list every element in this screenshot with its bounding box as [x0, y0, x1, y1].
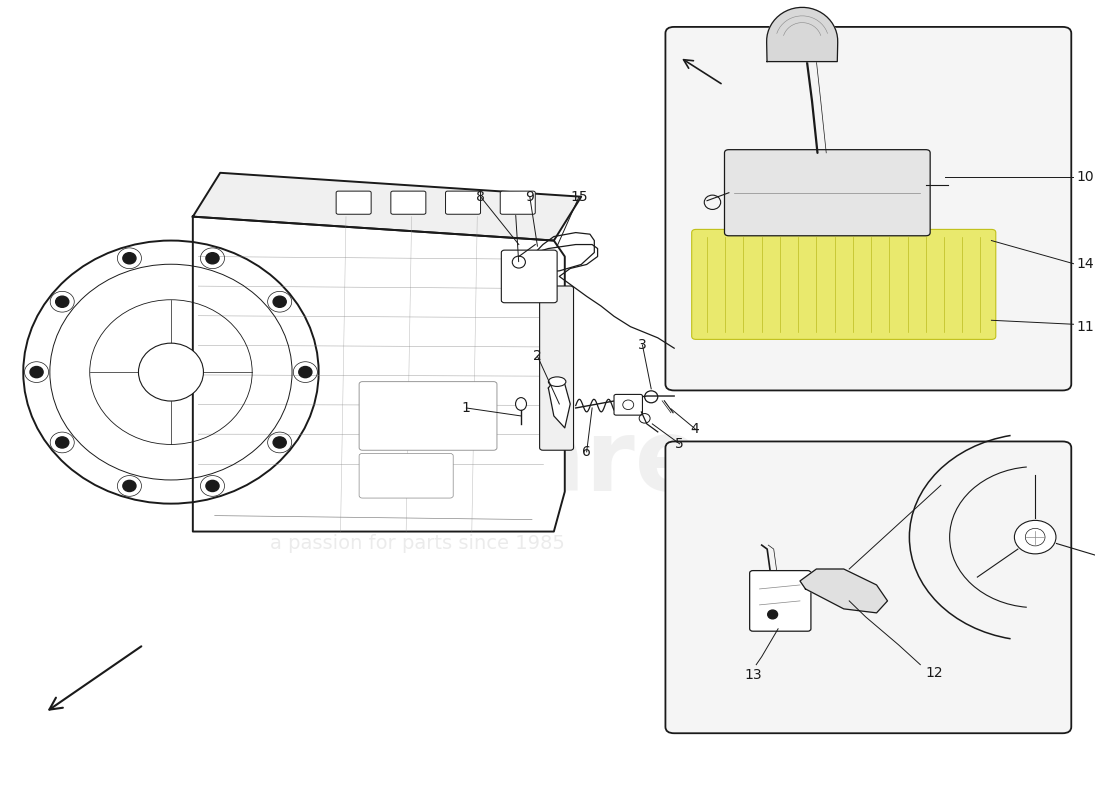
FancyBboxPatch shape	[614, 394, 642, 415]
Ellipse shape	[206, 480, 219, 491]
Text: 14: 14	[1077, 257, 1094, 270]
Ellipse shape	[206, 253, 219, 264]
FancyBboxPatch shape	[500, 191, 536, 214]
Text: 2: 2	[534, 349, 542, 363]
FancyBboxPatch shape	[540, 286, 573, 450]
Ellipse shape	[516, 398, 527, 410]
Text: 11: 11	[1077, 320, 1094, 334]
Polygon shape	[800, 569, 888, 613]
FancyBboxPatch shape	[666, 27, 1071, 390]
Text: 12: 12	[926, 666, 944, 680]
Ellipse shape	[123, 253, 136, 264]
Text: 13: 13	[744, 668, 762, 682]
Text: a passion for parts since 1985: a passion for parts since 1985	[270, 534, 564, 553]
FancyBboxPatch shape	[725, 150, 931, 236]
Polygon shape	[192, 173, 581, 241]
FancyBboxPatch shape	[750, 570, 811, 631]
FancyBboxPatch shape	[446, 191, 481, 214]
Text: 9: 9	[526, 190, 535, 204]
FancyBboxPatch shape	[359, 454, 453, 498]
Text: 8: 8	[476, 190, 485, 204]
Text: 15: 15	[570, 190, 587, 204]
Ellipse shape	[123, 480, 136, 491]
Ellipse shape	[273, 296, 286, 307]
Text: 6: 6	[582, 445, 591, 459]
Ellipse shape	[273, 437, 286, 448]
Ellipse shape	[23, 241, 319, 504]
Text: 5: 5	[675, 437, 684, 451]
Ellipse shape	[1014, 520, 1056, 554]
FancyBboxPatch shape	[502, 250, 557, 302]
Ellipse shape	[513, 256, 526, 268]
Polygon shape	[549, 380, 570, 428]
Ellipse shape	[30, 366, 43, 378]
FancyBboxPatch shape	[692, 230, 996, 339]
Ellipse shape	[56, 437, 69, 448]
Text: 3: 3	[638, 338, 647, 352]
Ellipse shape	[768, 610, 778, 619]
FancyBboxPatch shape	[337, 191, 371, 214]
Text: 10: 10	[1077, 170, 1094, 184]
Text: 1: 1	[462, 401, 471, 415]
Polygon shape	[767, 7, 838, 62]
Ellipse shape	[549, 377, 565, 386]
Text: 4: 4	[691, 422, 700, 436]
Ellipse shape	[56, 296, 69, 307]
Ellipse shape	[139, 343, 204, 401]
FancyBboxPatch shape	[390, 191, 426, 214]
Text: eurospare: eurospare	[131, 415, 703, 512]
Ellipse shape	[299, 366, 312, 378]
Polygon shape	[192, 217, 564, 531]
FancyBboxPatch shape	[359, 382, 497, 450]
FancyBboxPatch shape	[666, 442, 1071, 734]
